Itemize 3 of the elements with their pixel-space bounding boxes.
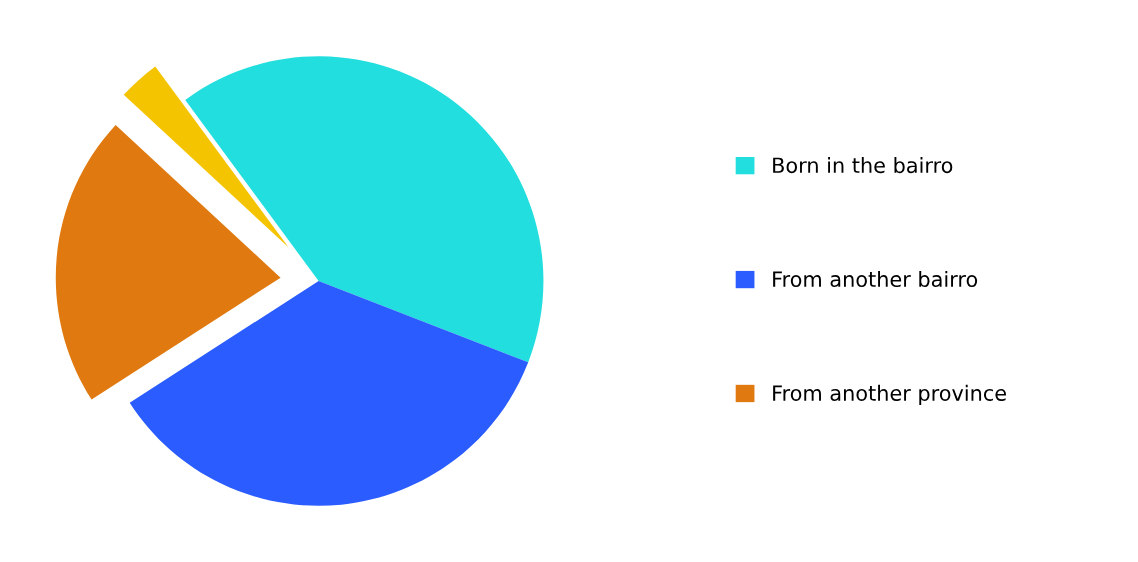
legend-label: From another bairro [773, 270, 978, 288]
legend-label: Born in the bairro [773, 157, 953, 174]
legend-label: From another province [773, 384, 1006, 405]
